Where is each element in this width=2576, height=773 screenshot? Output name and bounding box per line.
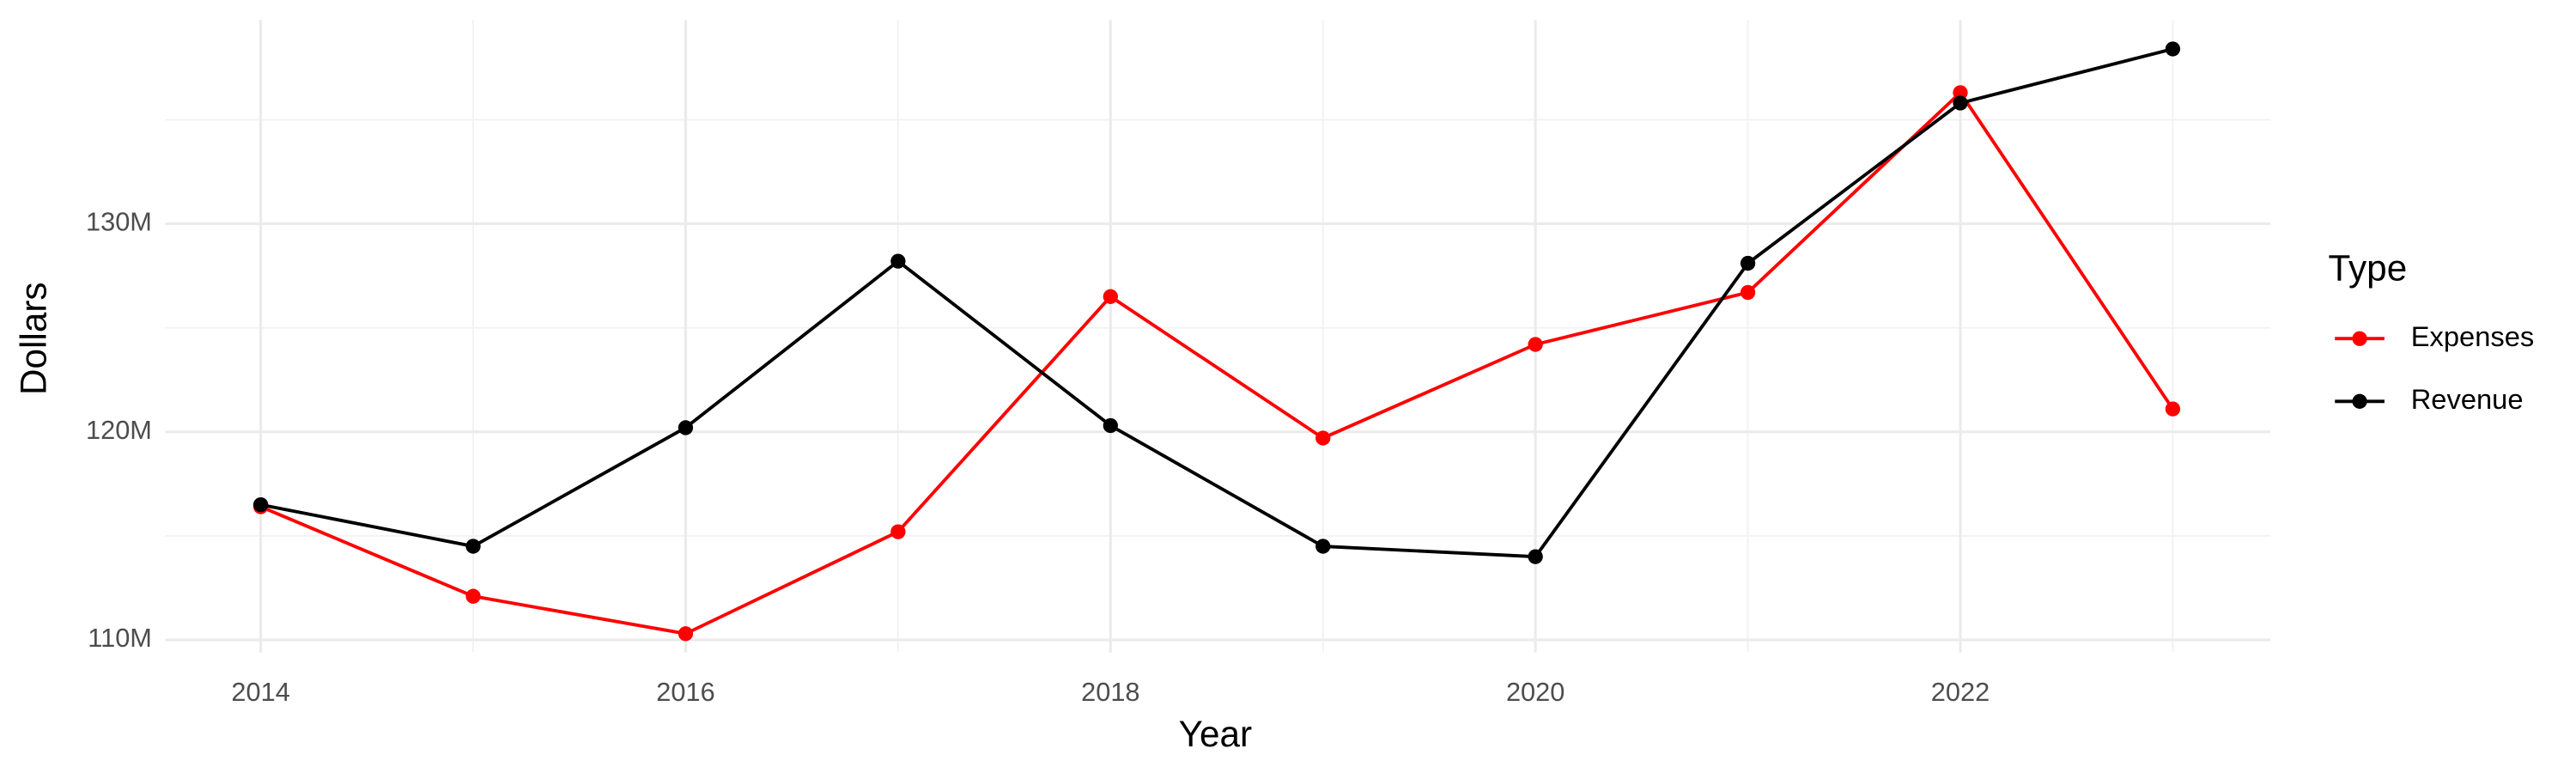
point: [1103, 289, 1118, 304]
point: [2165, 41, 2181, 57]
y-tick-label: 110M: [88, 623, 152, 653]
x-tick-label: 2020: [1506, 677, 1564, 707]
legend-key: [2352, 393, 2367, 409]
point: [1103, 417, 1118, 434]
point: [1528, 337, 1543, 352]
point: [677, 626, 694, 642]
x-tick-label: 2014: [231, 677, 289, 707]
point: [677, 420, 694, 435]
point: [1315, 430, 1331, 446]
x-tick-label: 2016: [656, 677, 714, 707]
line: [259, 89, 2175, 636]
point: [1740, 255, 1756, 271]
line: [260, 47, 2173, 559]
point: [1528, 549, 1543, 564]
x-axis-title: Year: [1179, 714, 1252, 754]
x-tick-label: 2018: [1081, 677, 1139, 707]
point: [2165, 401, 2181, 417]
legend-label: Revenue: [2411, 383, 2524, 415]
x-tick-label: 2022: [1931, 677, 1990, 707]
point: [890, 253, 906, 269]
point: [1953, 95, 1968, 111]
legend-label: Expenses: [2411, 320, 2535, 352]
point: [1740, 284, 1756, 301]
point: [465, 539, 481, 554]
y-tick-label: 130M: [86, 207, 152, 237]
point: [890, 524, 906, 539]
legend-key: [2352, 331, 2367, 346]
point: [252, 496, 269, 513]
y-axis-title: Dollars: [13, 282, 53, 395]
point: [1315, 539, 1331, 554]
y-tick-label: 120M: [86, 415, 152, 445]
legend-title: Type: [2329, 248, 2408, 289]
point: [1953, 85, 1968, 100]
point: [465, 588, 481, 604]
